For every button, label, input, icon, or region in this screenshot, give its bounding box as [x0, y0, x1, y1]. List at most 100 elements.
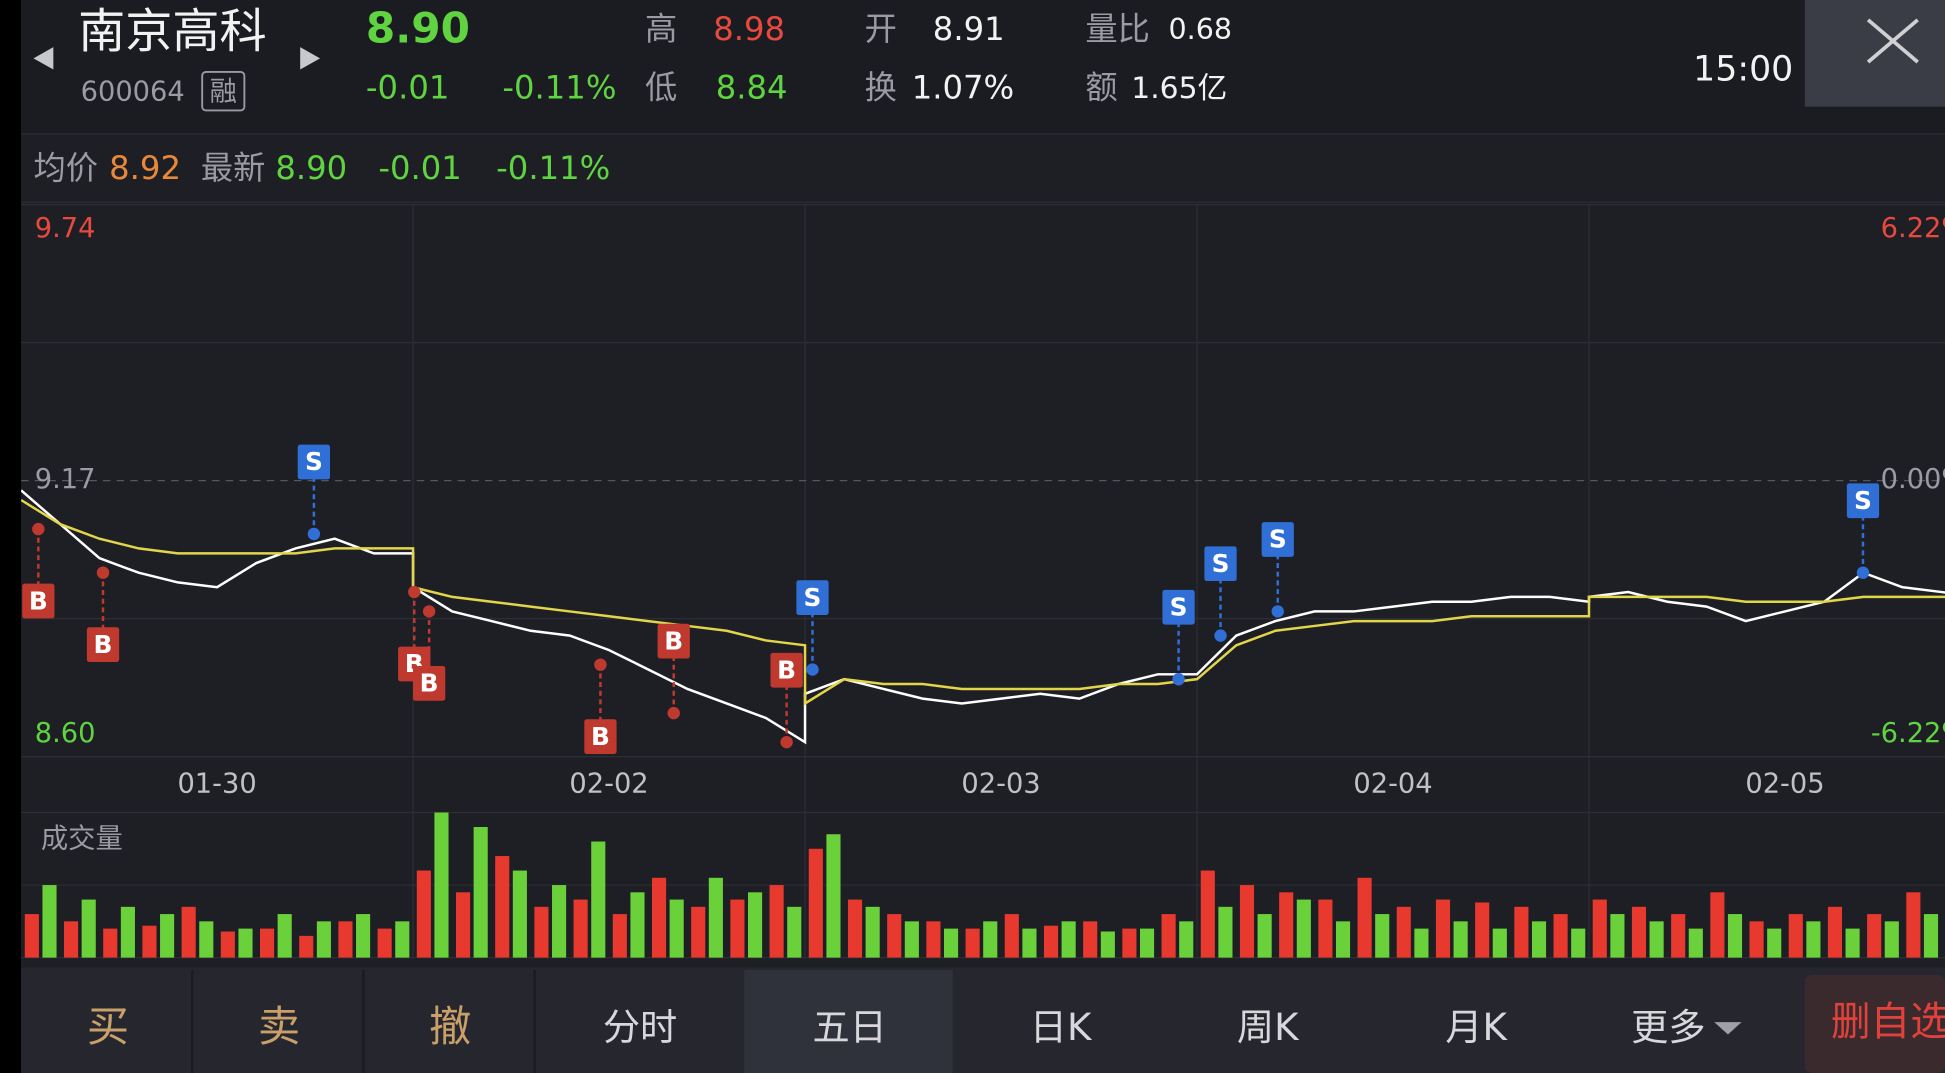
volume-bar	[691, 906, 706, 958]
volume-bar	[1139, 928, 1155, 958]
volume-bar	[316, 921, 331, 958]
tag-box	[201, 71, 246, 112]
x-tick-label: 02-03	[961, 769, 1040, 800]
header-bg	[21, 0, 1945, 134]
volume-bar	[573, 899, 588, 958]
trade-label: B	[420, 669, 439, 698]
more-tab[interactable]: 更多	[1631, 1005, 1705, 1049]
trade-dot	[780, 735, 793, 749]
remove-label[interactable]: 删自选	[1831, 999, 1945, 1045]
volume-bar	[1083, 921, 1098, 958]
volume-bar	[1218, 906, 1233, 958]
trade-badge	[770, 652, 803, 688]
sell-button[interactable]: 卖	[258, 1002, 300, 1051]
volume-bar	[1414, 928, 1429, 958]
trade-badge	[584, 719, 617, 754]
trade-label: S	[1212, 549, 1230, 578]
volume-bar	[338, 921, 353, 958]
change: -0.01	[366, 68, 449, 106]
volume-bar	[1749, 921, 1764, 958]
volume-bar	[926, 921, 941, 958]
y-tick-label: 8.60	[35, 718, 96, 749]
volume-bar	[1257, 914, 1272, 958]
volume-title: 成交量	[41, 823, 123, 854]
open: 8.91	[933, 10, 1005, 48]
volume-bar	[787, 906, 802, 958]
trade-dot	[1172, 673, 1185, 686]
cancel-button[interactable]: 撤	[429, 1002, 471, 1051]
prev-stock[interactable]	[33, 47, 54, 70]
volume-bar	[1043, 925, 1059, 958]
trade-label: B	[29, 586, 48, 615]
volume-bar	[865, 906, 880, 958]
tab[interactable]: 日K	[1030, 1005, 1093, 1049]
volume-bar	[495, 856, 510, 958]
volume-bar	[434, 812, 449, 958]
trade-dot	[1856, 566, 1870, 579]
volume-bar	[299, 935, 314, 958]
volume-bar	[887, 914, 902, 958]
trade-dot	[806, 663, 819, 676]
volume-bar	[1357, 877, 1372, 958]
next-stock[interactable]	[300, 47, 321, 70]
volume-bar	[1475, 902, 1490, 958]
volume-bar	[983, 921, 998, 958]
close-button[interactable]	[1804, 0, 1945, 107]
volume-bar	[552, 885, 567, 958]
time: 15:00	[1693, 50, 1793, 90]
volume-bar	[1335, 921, 1351, 958]
turnover: 1.07%	[912, 68, 1014, 106]
price: 8.90	[366, 4, 470, 53]
volume-bar	[630, 892, 645, 958]
label: 高	[645, 10, 677, 48]
volume-bar	[943, 928, 959, 958]
trade-dot	[422, 605, 436, 618]
volume-bar	[1022, 928, 1037, 958]
dropdown-icon	[1714, 1022, 1742, 1035]
volume-bar	[591, 841, 606, 958]
change-pct: -0.11%	[496, 149, 610, 187]
volume-bar	[1806, 921, 1821, 958]
volume-bar	[181, 906, 196, 958]
volume-bar	[1296, 899, 1311, 958]
volume-bar	[1845, 928, 1860, 958]
volume-bar	[904, 921, 919, 958]
trade-badge	[413, 665, 446, 701]
remove-button[interactable]	[1804, 974, 1945, 1073]
volume-bar	[356, 914, 371, 958]
volume-bar	[142, 925, 157, 958]
volume-bar	[512, 870, 527, 958]
trade-dot	[408, 585, 421, 599]
amount: 1.65亿	[1131, 71, 1227, 106]
trade-badge	[1846, 483, 1880, 519]
label: 开	[865, 10, 897, 48]
volume-bar	[1179, 921, 1194, 958]
change-pct: -0.11%	[502, 68, 616, 106]
left-edge	[0, 0, 22, 1073]
trade-label: S	[804, 583, 822, 612]
trade-dot	[594, 658, 607, 671]
active-tab-bg	[744, 970, 953, 1073]
label: 换	[865, 68, 897, 106]
volume-bar	[473, 827, 488, 958]
trade-dot	[96, 566, 110, 579]
tab[interactable]: 月K	[1445, 1005, 1508, 1049]
volume-bar	[1631, 906, 1647, 958]
tab[interactable]: 分时	[603, 1005, 677, 1049]
tab[interactable]: 五日	[812, 1005, 886, 1049]
low: 8.84	[716, 68, 788, 106]
tab[interactable]: 周K	[1237, 1005, 1300, 1049]
label: 量比	[1085, 10, 1149, 48]
buy-button[interactable]: 买	[87, 1002, 129, 1051]
volume-bar	[651, 877, 667, 958]
x-tick-label: 02-04	[1353, 769, 1432, 800]
volume-bar	[1671, 914, 1686, 958]
volume-bar	[1004, 914, 1019, 958]
volume-bar	[1571, 928, 1586, 958]
volume-bar	[42, 885, 57, 958]
volume-bar	[708, 877, 723, 958]
latest-price: 8.90	[275, 149, 347, 187]
volume-bar	[1161, 914, 1176, 958]
toolbar	[21, 967, 1945, 1073]
volume-bar	[259, 928, 275, 958]
